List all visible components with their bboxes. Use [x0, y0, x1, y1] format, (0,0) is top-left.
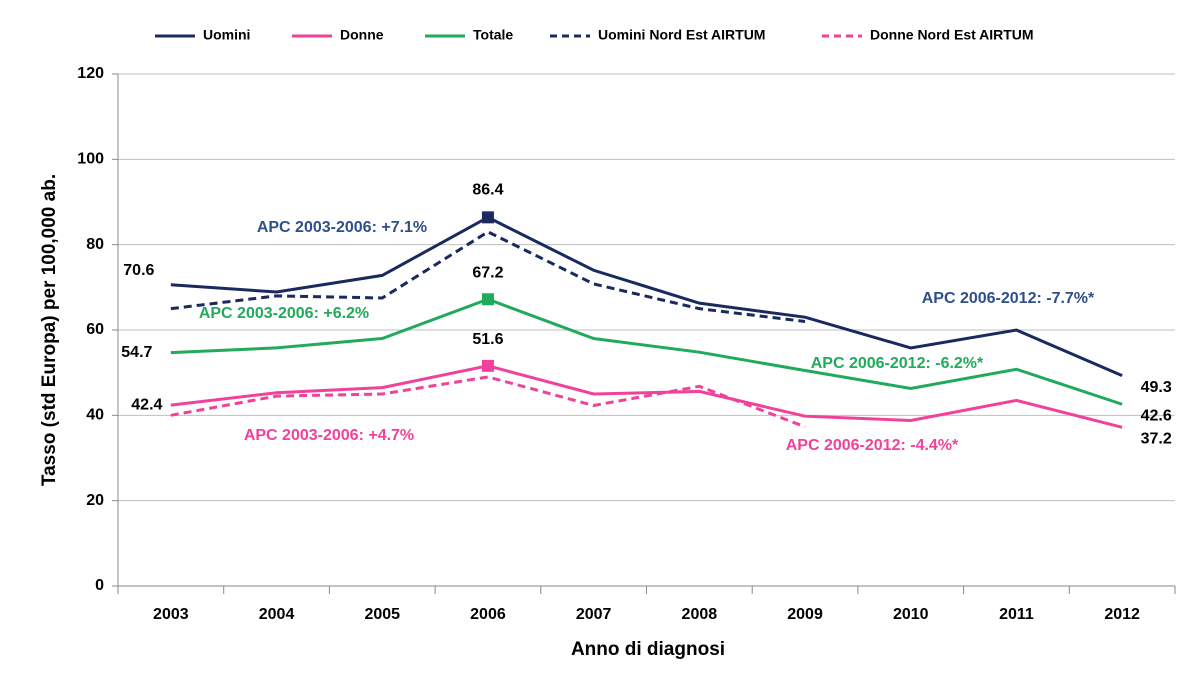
x-axis-label: Anno di diagnosi [571, 639, 725, 660]
value-label: 70.6 [123, 262, 154, 279]
value-label: 54.7 [121, 344, 152, 361]
legend-label: Uomini [203, 27, 250, 43]
x-tick-label: 2007 [576, 606, 612, 623]
legend-label: Uomini Nord Est AIRTUM [598, 27, 765, 43]
series-line [170, 375, 806, 429]
x-tick-label: 2003 [153, 606, 189, 623]
x-tick-label: 2010 [893, 606, 929, 623]
x-tick-label: 2009 [787, 606, 823, 623]
series-line [170, 230, 806, 323]
y-tick-label: 20 [86, 492, 104, 509]
annotation: APC 2003-2006: +7.1% [257, 219, 427, 236]
x-tick-label: 2012 [1104, 606, 1140, 623]
annotation: APC 2006-2012: -6.2%* [811, 355, 984, 372]
series-line [170, 364, 1123, 429]
x-tick-label: 2006 [470, 606, 506, 623]
value-label: 49.3 [1141, 379, 1172, 396]
y-tick-label: 100 [77, 151, 104, 168]
value-label: 37.2 [1141, 430, 1172, 447]
series-line [170, 215, 1123, 378]
legend-label: Donne Nord Est AIRTUM [870, 27, 1034, 43]
legend-label: Donne [340, 27, 384, 43]
value-label: 42.4 [131, 396, 162, 413]
annotation: APC 2006-2012: -4.4%* [786, 437, 959, 454]
x-tick-label: 2005 [364, 606, 400, 623]
annotation: APC 2006-2012: -7.7%* [922, 290, 1095, 307]
y-tick-label: 0 [95, 577, 104, 594]
legend-label: Totale [473, 27, 513, 43]
y-tick-label: 80 [86, 236, 104, 253]
y-tick-label: 40 [86, 407, 104, 424]
y-axis-label: Tasso (std Europa) per 100,000 ab. [39, 174, 60, 486]
value-label: 51.6 [472, 331, 503, 348]
y-tick-label: 60 [86, 321, 104, 338]
x-tick-label: 2008 [682, 606, 718, 623]
point-marker [481, 211, 494, 224]
x-tick-label: 2004 [259, 606, 295, 623]
point-marker [481, 293, 494, 306]
annotation: APC 2003-2006: +4.7% [244, 427, 414, 444]
x-tick-label: 2011 [999, 606, 1034, 623]
series-line [170, 297, 1123, 406]
point-marker [481, 359, 494, 372]
value-label: 86.4 [472, 182, 503, 199]
value-label: 42.6 [1141, 407, 1172, 424]
value-label: 67.2 [472, 264, 503, 281]
annotation: APC 2003-2006: +6.2% [199, 305, 369, 322]
y-tick-label: 120 [77, 65, 104, 82]
